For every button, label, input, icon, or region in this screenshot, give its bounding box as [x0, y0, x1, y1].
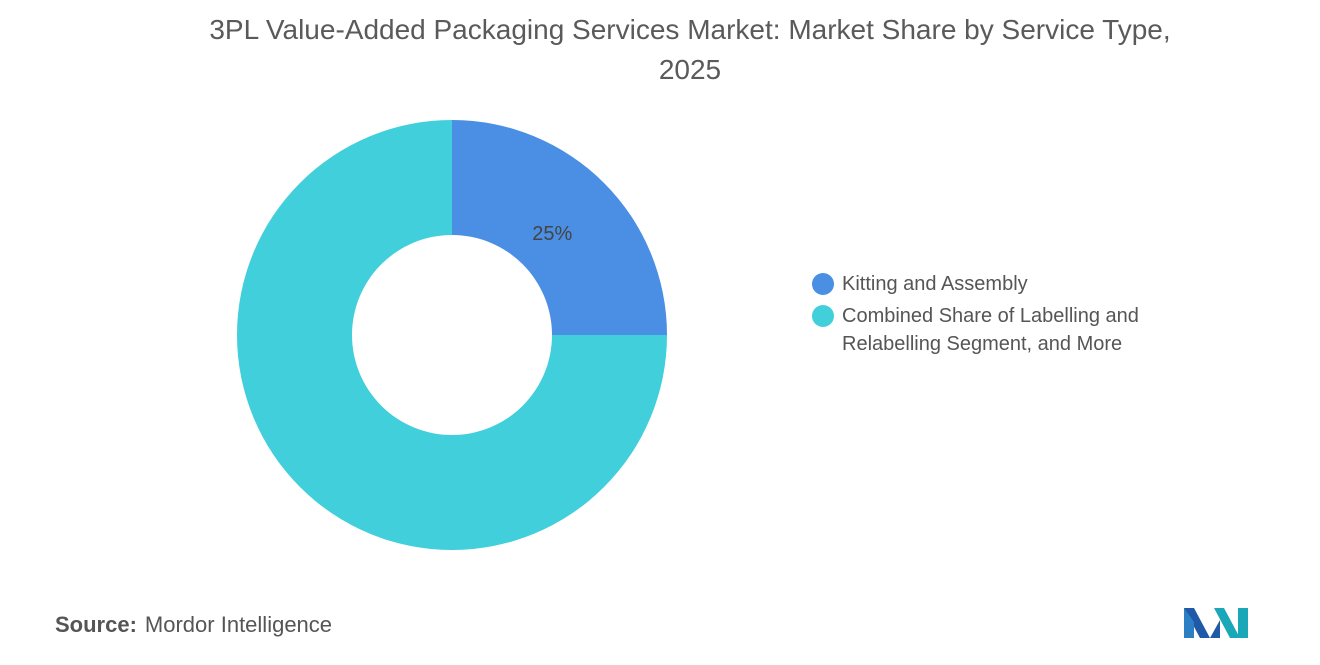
- data-label: 25%: [532, 223, 572, 245]
- donut-slice: [452, 120, 667, 335]
- legend-swatch: [812, 305, 834, 327]
- legend-item: Combined Share of Labelling and Relabell…: [812, 302, 1192, 358]
- logo: [1184, 608, 1248, 638]
- source-text: Mordor Intelligence: [144, 612, 333, 637]
- legend-swatch: [812, 273, 834, 295]
- legend: Kitting and Assembly Combined Share of La…: [812, 270, 1192, 362]
- chart-title: 3PL Value-Added Packaging Services Marke…: [209, 14, 1171, 85]
- chart: 25%: [237, 120, 667, 550]
- donut-slice: [237, 120, 667, 550]
- legend-label: Kitting and Assembly: [842, 273, 1028, 295]
- legend-item: Kitting and Assembly: [812, 270, 1192, 298]
- source-label: Source:: [55, 612, 137, 637]
- legend-label: Combined Share of Labelling and Relabell…: [842, 305, 1139, 355]
- source: Source: Mordor Intelligence: [55, 612, 332, 638]
